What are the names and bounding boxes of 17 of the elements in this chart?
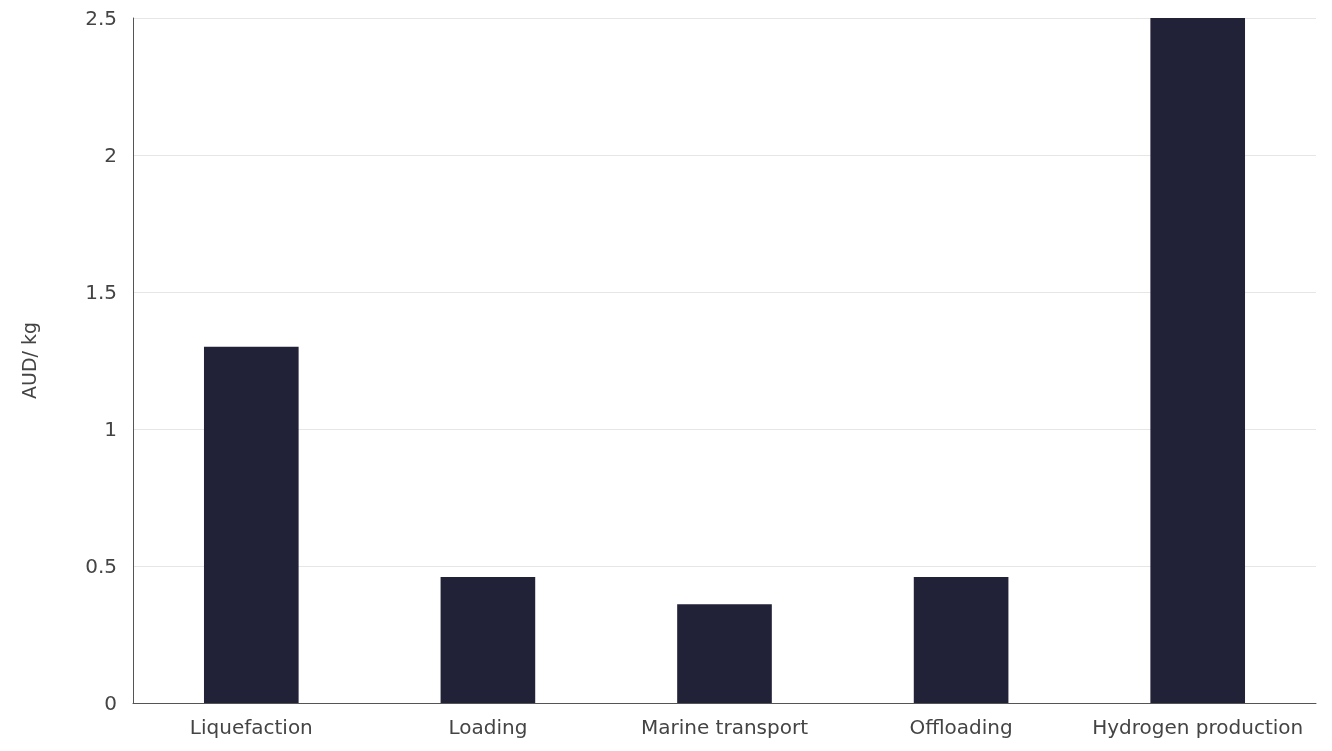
y-tick-label: 1.5 (85, 280, 117, 304)
bar (677, 604, 772, 703)
bar (913, 576, 1009, 703)
y-tick-label: 2 (104, 143, 117, 167)
bar (203, 346, 299, 703)
x-tick-label: Offloading (909, 715, 1013, 739)
y-tick-label: 0 (104, 691, 117, 715)
y-axis-title: AUD/ kg (17, 321, 40, 400)
x-tick-label: Marine transport (640, 715, 809, 739)
y-tick-label: 1 (104, 417, 117, 441)
x-tick-label: Hydrogen production (1092, 715, 1304, 739)
bar (440, 576, 536, 703)
y-tick-label: 2.5 (85, 6, 117, 30)
y-tick-label: 0.5 (85, 554, 117, 578)
x-tick-label: Loading (448, 715, 528, 739)
x-tick-label: Liquefaction (189, 715, 313, 739)
bar (1150, 18, 1246, 703)
